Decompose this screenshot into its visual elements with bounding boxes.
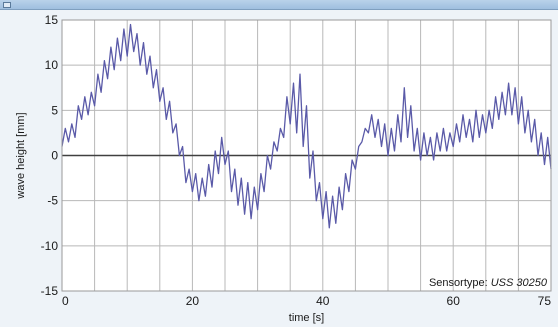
y-axis-label: wave height [mm] bbox=[15, 112, 27, 199]
y-tick-label: 10 bbox=[45, 58, 59, 72]
window-menu-icon[interactable] bbox=[3, 2, 11, 8]
x-tick-label: 40 bbox=[316, 294, 330, 308]
y-tick-label: 15 bbox=[45, 13, 59, 27]
y-tick-label: -10 bbox=[41, 239, 59, 253]
y-tick-label: -5 bbox=[47, 194, 58, 208]
sensor-type-prefix: Sensortype: bbox=[429, 277, 491, 289]
x-axis-ticks: 0 20 40 60 75 bbox=[62, 294, 551, 308]
window-title-bar bbox=[0, 0, 558, 10]
x-axis-label: time [s] bbox=[289, 312, 324, 324]
x-tick-label: 60 bbox=[447, 294, 461, 308]
sensor-type-model: USS 30250 bbox=[491, 277, 548, 289]
x-tick-label: 0 bbox=[62, 294, 69, 308]
x-tick-label: 75 bbox=[538, 294, 552, 308]
sensor-type-annotation: Sensortype: USS 30250 bbox=[429, 277, 548, 289]
y-tick-label: 0 bbox=[51, 149, 58, 163]
y-tick-label: 5 bbox=[51, 103, 58, 117]
plot-frame bbox=[61, 19, 552, 292]
y-axis-ticks: -15 -10 -5 0 5 10 15 bbox=[41, 13, 59, 298]
x-tick-label: 20 bbox=[186, 294, 200, 308]
series-line bbox=[61, 23, 552, 229]
y-tick-label: -15 bbox=[41, 284, 59, 298]
